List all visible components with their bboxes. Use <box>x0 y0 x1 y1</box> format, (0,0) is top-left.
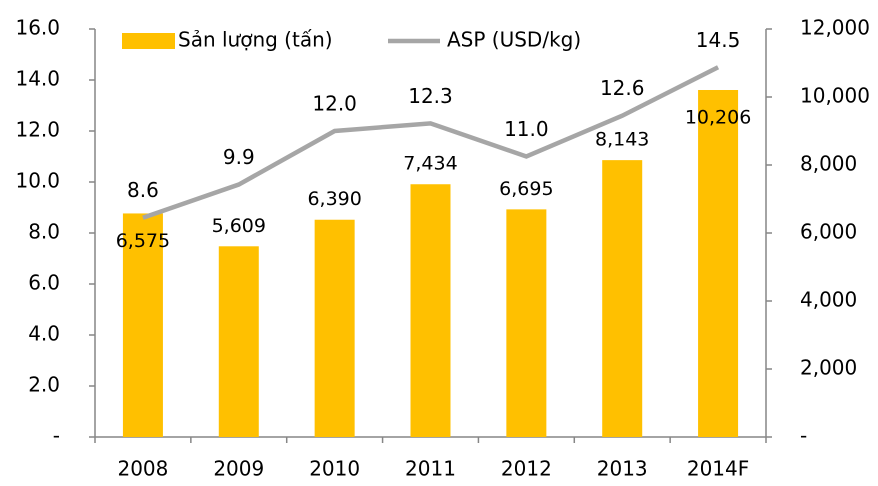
legend-label: Sản lượng (tấn) <box>178 28 333 52</box>
y-tick-label: 4.0 <box>28 322 60 346</box>
y2-tick-label: 8,000 <box>800 152 857 176</box>
bar-value-label: 10,206 <box>685 106 751 128</box>
y-tick-label: 16.0 <box>15 16 60 40</box>
x-tick-label: 2011 <box>405 457 456 481</box>
x-tick-label: 2014F <box>687 457 749 481</box>
bar-value-label: 6,695 <box>499 178 553 200</box>
y2-tick-label: 2,000 <box>800 356 857 380</box>
bar-value-label: 6,390 <box>307 188 361 210</box>
y-tick-label: 14.0 <box>15 67 60 91</box>
bar-value-label: 7,434 <box>403 153 457 175</box>
bar <box>218 246 259 437</box>
line-value-label: 14.5 <box>696 28 741 52</box>
line <box>142 65 720 220</box>
x-tick-label: 2008 <box>117 457 168 481</box>
bar <box>698 89 739 437</box>
y2-tick-label: 10,000 <box>800 84 870 108</box>
y-tick-label: 8.0 <box>28 220 60 244</box>
line-value-label: 12.3 <box>408 84 453 108</box>
bar-value-label: 5,609 <box>212 215 266 237</box>
y-tick-label: 10.0 <box>15 169 60 193</box>
y-tick-label: 2.0 <box>28 373 60 397</box>
y-tick-label: 12.0 <box>15 118 60 142</box>
y-tick-label: - <box>53 424 60 448</box>
y2-tick-label: 6,000 <box>800 220 857 244</box>
bar <box>122 213 163 437</box>
y-tick-label: 6.0 <box>28 271 60 295</box>
x-tick-label: 2010 <box>309 457 360 481</box>
line-value-label: 11.0 <box>504 117 549 141</box>
y2-tick-label: 4,000 <box>800 288 857 312</box>
x-tick-label: 2013 <box>597 457 648 481</box>
line-value-label: 8.6 <box>127 178 159 202</box>
x-tick-label: 2009 <box>213 457 264 481</box>
bar-value-label: 8,143 <box>595 129 649 151</box>
y2-tick-label: - <box>800 424 807 448</box>
y2-tick-label: 12,000 <box>800 16 870 40</box>
line-value-label: 12.0 <box>312 92 357 116</box>
legend-label: ASP (USD/kg) <box>447 28 581 52</box>
line-value-label: 12.6 <box>600 76 645 100</box>
line-value-label: 9.9 <box>223 145 255 169</box>
bar <box>506 209 547 437</box>
bar <box>602 160 643 437</box>
x-tick-label: 2012 <box>501 457 552 481</box>
bar <box>314 219 355 437</box>
bar-value-label: 6,575 <box>116 230 170 252</box>
bar <box>410 184 451 437</box>
legend-swatch <box>122 33 175 49</box>
